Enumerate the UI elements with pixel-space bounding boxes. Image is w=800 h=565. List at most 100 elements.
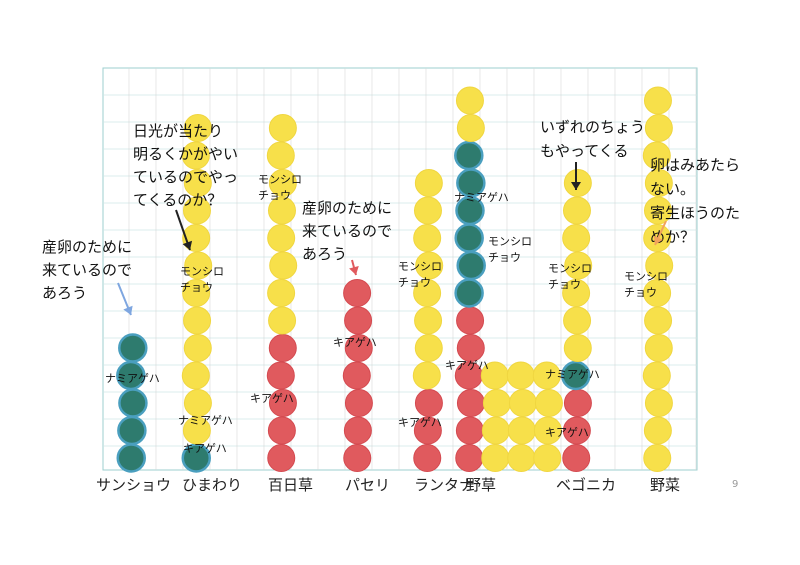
annotation-line: 明るくかがやい [133,145,238,163]
dot-モンシロチョウ [562,196,591,225]
dot-ナミアゲハ [454,278,484,308]
dot-モンシロチョウ [643,86,672,115]
dot-キアゲハ [266,361,295,390]
dot-キアゲハ [456,334,485,362]
category-label: ランタナ [414,476,474,494]
dot-キアゲハ [456,306,485,335]
dot-モンシロチョウ [564,251,593,280]
species-label: モンシロチョウ [624,270,668,299]
dot-モンシロチョウ [563,306,592,335]
annotation-line: 卵はみあたら [650,156,740,174]
dot-ナミアゲハ [181,443,212,473]
dot-モンシロチョウ [183,169,212,197]
dot-モンシロチョウ [644,114,673,142]
annotation-line: いずれのちょう [540,118,645,136]
dot-ナミアゲハ [117,415,147,446]
dot-モンシロチョウ [645,251,674,280]
dot-キアゲハ [344,334,373,362]
dot-ナミアゲハ [118,388,148,418]
annotation-line: あろう [42,284,87,302]
arrowhead-icon [653,235,663,245]
dot-モンシロチョウ [508,389,537,417]
species-label: ナミアゲハ [454,191,509,204]
species-label: キアゲハ [250,392,294,405]
dot-モンシロチョウ [562,279,591,307]
annotation-line: てくるのか？ [133,191,222,209]
dot-モンシロチョウ [181,141,210,170]
dot-モンシロチョウ [482,389,511,417]
dot-キアゲハ [562,416,591,445]
dot-ナミアゲハ [454,223,484,253]
dot-モンシロチョウ [414,334,443,362]
dot-キアゲハ [413,416,442,445]
category-label: ベゴニカ [556,476,616,494]
dot-モンシロチョウ [413,279,442,307]
dot-モンシロチョウ [413,224,442,252]
dot-モンシロチョウ [532,361,561,390]
dot-キアゲハ [455,416,484,445]
dot-モンシロチョウ [507,416,536,445]
dot-モンシロチョウ [415,251,444,280]
dot-モンシロチョウ [506,361,535,390]
dot-ナミアゲハ [116,443,147,473]
dot-キアゲハ [268,334,297,362]
species-label: キアゲハ [183,442,227,455]
dot-モンシロチョウ [267,196,296,225]
dot-モンシロチョウ [268,114,297,142]
species-label: モンシロチョウ [488,235,532,264]
dot-モンシロチョウ [181,361,210,390]
dot-キアゲハ [563,389,592,417]
arrowhead-icon [349,265,359,275]
dot-モンシロチョウ [643,416,672,445]
dot-モンシロチョウ [562,224,591,252]
annotation-line: もやってくる [540,142,629,160]
species-label: モンシロチョウ [180,265,224,294]
dot-モンシロチョウ [414,306,443,335]
dot-モンシロチョウ [413,196,442,225]
dot-キアゲハ [342,361,371,390]
dot-キアゲハ [455,444,484,472]
dot-キアゲハ [268,389,297,417]
species-label: ナミアゲハ [105,372,160,385]
annotation-line: あろう [302,245,347,263]
dot-モンシロチョウ [184,251,213,280]
dot-モンシロチョウ [268,306,297,335]
dot-キアゲハ [456,389,485,417]
dot-モンシロチョウ [507,444,536,472]
dot-モンシロチョウ [182,279,211,307]
dot-モンシロチョウ [533,416,562,445]
species-label: モンシロチョウ [258,173,302,202]
dot-キアゲハ [414,389,443,417]
dot-モンシロチョウ [182,196,211,225]
dot-モンシロチョウ [455,86,484,115]
annotation-line: 産卵のために [302,199,392,217]
species-label: ナミアゲハ [178,414,233,427]
category-label: ひまわり [182,476,242,494]
dot-モンシロチョウ [183,306,212,335]
dot-キアゲハ [267,416,296,445]
dot-キアゲハ [562,444,591,472]
annotation-line: 来ているので [302,222,392,240]
dot-モンシロチョウ [269,251,298,280]
arrowhead-icon [571,182,581,190]
arrowhead-icon [123,305,133,315]
species-label: キアゲハ [333,336,377,349]
dot-モンシロチョウ [644,169,673,197]
dot-ナミアゲハ [561,360,591,391]
annotation-line: 産卵のために [42,238,132,256]
species-label: キアゲハ [545,426,589,439]
dot-モンシロチョウ [414,169,443,197]
annotation-line: 寄生ほうのた [650,204,740,222]
dot-モンシロチョウ [533,444,562,472]
dot-キアゲハ [343,416,372,445]
dot-キアゲハ [344,389,373,417]
dot-モンシロチョウ [643,279,672,307]
species-label: キアゲハ [445,359,489,372]
species-labels: ナミアゲハナミアゲハキアゲハモンシロチョウモンシロチョウキアゲハキアゲハモンシロ… [105,173,668,455]
category-label: 野菜 [650,476,680,494]
category-label: 百日草 [268,476,313,494]
